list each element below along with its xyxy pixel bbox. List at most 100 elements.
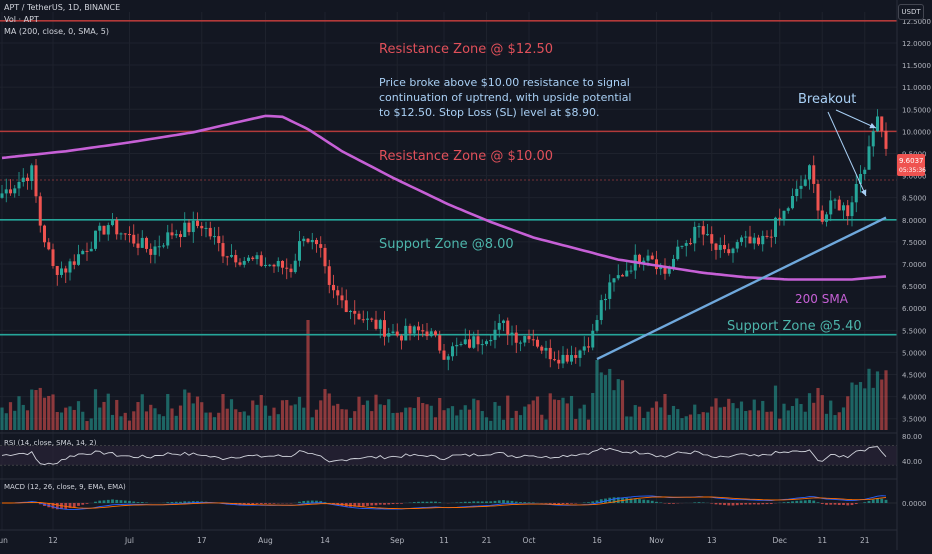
candle-body xyxy=(817,184,820,211)
macd-hist-bar xyxy=(829,503,832,505)
volume-bar xyxy=(706,413,709,430)
price-tick-label: 6.5000 xyxy=(902,283,927,291)
candle-body xyxy=(434,331,437,335)
volume-bar xyxy=(196,397,199,430)
candle-body xyxy=(795,189,798,196)
volume-bar xyxy=(549,393,552,430)
macd-hist-bar xyxy=(438,502,441,503)
candle-body xyxy=(430,331,433,336)
candle-body xyxy=(149,249,152,255)
macd-hist-bar xyxy=(549,503,552,504)
volume-bar xyxy=(396,413,399,430)
candle-body xyxy=(489,340,492,341)
candle-body xyxy=(519,343,522,344)
volume-bar xyxy=(408,407,411,430)
candle-body xyxy=(532,339,535,340)
macd-hist-bar xyxy=(791,501,794,503)
candle-body xyxy=(379,320,382,329)
volume-bar xyxy=(536,397,539,430)
symbol-title: APT / TetherUS, 1D, BINANCE xyxy=(4,3,120,12)
candle-body xyxy=(43,226,46,243)
candle-body xyxy=(396,332,399,336)
candle-body xyxy=(9,189,12,193)
volume-bar xyxy=(787,410,790,430)
rsi-tick-label: 80.00 xyxy=(902,433,922,441)
candle-body xyxy=(451,346,454,356)
price-tick-label: 5.5000 xyxy=(902,327,927,335)
macd-hist-bar xyxy=(273,503,276,504)
volume-bar xyxy=(357,397,360,430)
volume-bar xyxy=(98,408,101,430)
candle-body xyxy=(120,233,123,234)
volume-bar xyxy=(629,417,632,430)
candle-body xyxy=(73,261,76,265)
volume-bar xyxy=(574,419,577,430)
volume-bar xyxy=(319,400,322,430)
candle-body xyxy=(217,236,220,243)
candle-body xyxy=(587,346,590,347)
volume-bar xyxy=(651,408,654,430)
rsi-tick-label: 40.00 xyxy=(902,458,922,466)
candle-body xyxy=(205,228,208,229)
volume-bar xyxy=(646,412,649,430)
macd-hist-bar xyxy=(587,502,590,503)
macd-hist-bar xyxy=(523,502,526,503)
candle-body xyxy=(753,238,756,244)
currency-button[interactable]: USDT xyxy=(898,4,924,20)
candle-body xyxy=(64,268,67,272)
volume-bar xyxy=(124,413,127,430)
macd-hist-bar xyxy=(362,503,365,506)
volume-bar xyxy=(838,412,841,430)
macd-hist-bar xyxy=(489,501,492,503)
candle-body xyxy=(77,254,80,265)
candle-body xyxy=(426,331,429,336)
macd-hist-bar xyxy=(387,503,390,504)
candle-body xyxy=(285,268,288,269)
volume-bar xyxy=(859,382,862,430)
macd-hist-bar xyxy=(366,503,369,506)
volume-bar xyxy=(298,397,301,430)
volume-bar xyxy=(604,375,607,430)
volume-bar xyxy=(175,416,178,430)
candle-body xyxy=(264,265,267,266)
candle-body xyxy=(528,336,531,339)
candle-body xyxy=(732,249,735,254)
price-tick-label: 6.0000 xyxy=(902,305,927,313)
resistance-high-label: Resistance Zone @ $12.50 xyxy=(379,42,553,57)
volume-bar xyxy=(872,388,875,430)
note-line-2: continuation of uptrend, with upside pot… xyxy=(379,91,631,104)
volume-bar xyxy=(472,399,475,430)
macd-hist-bar xyxy=(693,502,696,503)
macd-hist-bar xyxy=(642,500,645,503)
volume-bar xyxy=(655,401,658,430)
candle-body xyxy=(485,341,488,344)
volume-bar xyxy=(136,402,139,430)
time-tick-label: 17 xyxy=(197,536,207,545)
volume-bar xyxy=(421,403,424,430)
candle-body xyxy=(834,200,837,201)
volume-bar xyxy=(221,394,224,430)
volume-bar xyxy=(498,406,501,430)
candle-body xyxy=(540,347,543,351)
candle-body xyxy=(154,246,157,254)
candle-body xyxy=(570,355,573,362)
candle-body xyxy=(392,332,395,334)
price-tick-label: 3.5000 xyxy=(902,416,927,424)
time-tick-label: 11 xyxy=(817,536,827,545)
time-tick-label: 13 xyxy=(707,536,717,545)
candle-body xyxy=(693,227,696,243)
macd-hist-bar xyxy=(298,502,301,503)
candle-body xyxy=(22,178,25,182)
candle-body xyxy=(52,249,55,266)
volume-bar xyxy=(268,416,271,430)
volume-bar xyxy=(723,407,726,430)
macd-hist-bar xyxy=(838,503,841,505)
macd-hist-bar xyxy=(715,503,718,504)
volume-bar xyxy=(791,406,794,430)
candle-body xyxy=(141,238,144,248)
volume-bar xyxy=(600,372,603,430)
volume-bar xyxy=(502,420,505,430)
time-tick-label: Oct xyxy=(523,536,536,545)
candle-body xyxy=(30,165,33,181)
volume-bar xyxy=(332,406,335,430)
